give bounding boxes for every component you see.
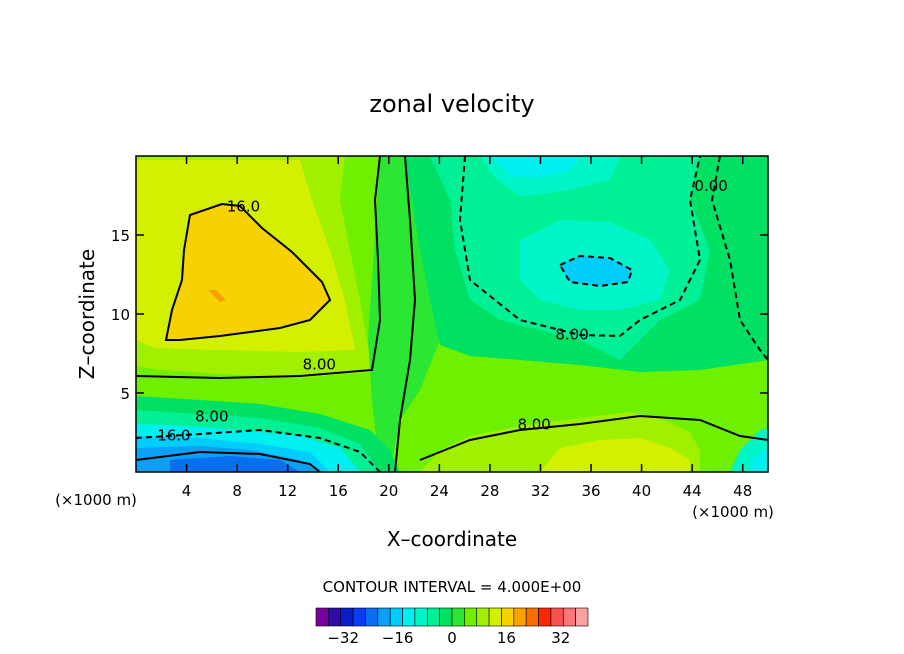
region-neg24-lowleft xyxy=(170,456,300,472)
region-16-lowright xyxy=(540,438,690,472)
contour-8 xyxy=(136,156,382,380)
chart-title: zonal velocity xyxy=(369,90,534,118)
colorbar-tick-label: 32 xyxy=(551,629,570,647)
x-tick-label: 12 xyxy=(278,482,297,500)
colorbar-swatch xyxy=(562,607,576,627)
colorbar-swatch xyxy=(550,607,564,627)
contour-16 xyxy=(164,202,332,341)
contour-label: 16.0 xyxy=(157,426,190,444)
y-tick-label: 15 xyxy=(111,227,130,245)
contour-lines xyxy=(136,156,768,472)
contour-0 xyxy=(394,156,417,472)
x-tick-label: 16 xyxy=(329,482,348,500)
colorbar-tick-labels: −32 −16 0 16 32 xyxy=(327,629,570,647)
contour-label: 16.0 xyxy=(227,197,260,215)
y-tick-label: 5 xyxy=(120,385,130,403)
x-tick-label: 20 xyxy=(379,482,398,500)
contour-label: 8.00 xyxy=(195,407,228,425)
contour-interval-label: CONTOUR INTERVAL = 4.000E+00 xyxy=(323,578,582,596)
contour-8-low xyxy=(419,414,768,461)
x-unit-right: (×1000 m) xyxy=(692,503,774,521)
colorbar-swatch xyxy=(575,607,589,627)
colorbar-swatch xyxy=(365,607,379,627)
region-neg-lowright2 xyxy=(748,448,768,472)
contour-label: 8.00 xyxy=(303,355,336,373)
colorbar-swatch xyxy=(389,607,403,627)
contour-neg16 xyxy=(558,254,634,288)
colorbar-swatch xyxy=(513,607,527,627)
x-tick-label: 48 xyxy=(733,482,752,500)
colorbar-swatch xyxy=(476,607,490,627)
region-20-core xyxy=(166,204,330,340)
colorbar-swatch xyxy=(340,607,354,627)
x-tick-label: 4 xyxy=(182,482,192,500)
x-tick-label: 32 xyxy=(531,482,550,500)
colorbar xyxy=(315,607,589,627)
colorbar-swatch xyxy=(538,607,552,627)
colorbar-swatch xyxy=(402,607,416,627)
x-axis-label: X–coordinate xyxy=(387,527,517,551)
y-tick-label: 10 xyxy=(111,306,130,324)
contour-label: 8.00 xyxy=(517,415,550,433)
colorbar-swatch xyxy=(352,607,366,627)
plot-area xyxy=(136,156,768,472)
contour-neg8-right xyxy=(458,156,702,338)
colorbar-tick-label: 0 xyxy=(447,629,457,647)
colorbar-tick-label: 16 xyxy=(497,629,516,647)
x-tick-label: 24 xyxy=(430,482,449,500)
colorbar-tick-label: −32 xyxy=(327,629,359,647)
contour-labels: 16.0 8.00 8.00 8.00 8.00 16.0 0.00 xyxy=(157,177,728,445)
contour-fills xyxy=(136,156,768,472)
y-axis-label: Z–coordinate xyxy=(75,249,99,379)
region-neg16-spot xyxy=(560,256,632,286)
x-tick-label: 28 xyxy=(480,482,499,500)
contour-neg8-low xyxy=(136,428,381,472)
colorbar-tick-label: −16 xyxy=(382,629,414,647)
colorbar-swatch xyxy=(488,607,502,627)
contour-label: 8.00 xyxy=(555,325,588,343)
contour-label: 0.00 xyxy=(694,177,727,195)
x-unit-left: (×1000 m) xyxy=(55,491,137,509)
colorbar-swatch xyxy=(464,607,478,627)
x-axis-ticks: 4 8 12 16 20 24 28 32 36 40 44 48 xyxy=(182,156,752,500)
x-tick-label: 40 xyxy=(632,482,651,500)
contour-neg16-low xyxy=(136,450,321,472)
colorbar-swatch xyxy=(525,607,539,627)
x-tick-label: 36 xyxy=(581,482,600,500)
colorbar-swatch xyxy=(377,607,391,627)
colorbar-swatch xyxy=(426,607,440,627)
colorbar-swatch xyxy=(501,607,515,627)
colorbar-swatch xyxy=(315,607,329,627)
colorbar-swatch xyxy=(451,607,465,627)
region-neg12-top xyxy=(492,156,580,178)
region-24-spot xyxy=(208,290,226,302)
colorbar-swatch xyxy=(328,607,342,627)
x-tick-label: 8 xyxy=(232,482,242,500)
y-axis-ticks: 5 10 15 xyxy=(111,227,768,403)
colorbar-swatch xyxy=(414,607,428,627)
x-tick-label: 44 xyxy=(683,482,702,500)
colorbar-swatch xyxy=(439,607,453,627)
